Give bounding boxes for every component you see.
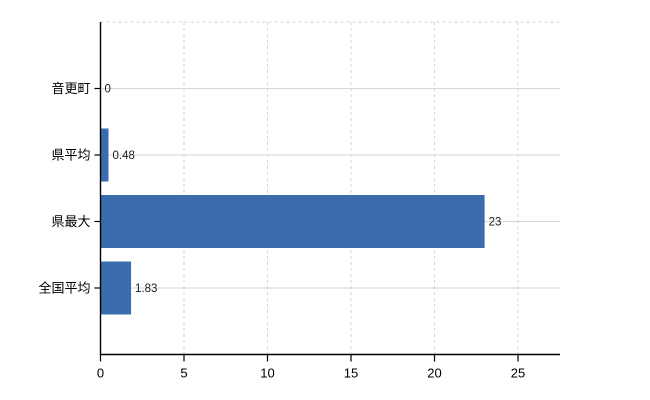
bar-value-label: 0 — [105, 84, 111, 96]
x-tick-label: 10 — [260, 366, 274, 381]
category-label: 県平均 — [51, 148, 90, 163]
x-tick-label: 20 — [427, 366, 441, 381]
x-tick-label: 0 — [97, 366, 104, 381]
category-label: 県最大 — [51, 214, 90, 229]
bar — [100, 261, 132, 315]
x-tick-label: 25 — [511, 366, 525, 381]
category-label: 全国平均 — [38, 281, 90, 296]
x-tick-label: 15 — [344, 366, 358, 381]
x-tick-label: 5 — [180, 366, 187, 381]
bar — [100, 195, 485, 248]
bar-value-label: 0.48 — [113, 150, 135, 162]
bar-value-label: 23 — [489, 217, 502, 229]
category-label: 音更町 — [51, 81, 90, 96]
bar — [100, 128, 109, 182]
bar-value-label: 1.83 — [135, 283, 157, 295]
